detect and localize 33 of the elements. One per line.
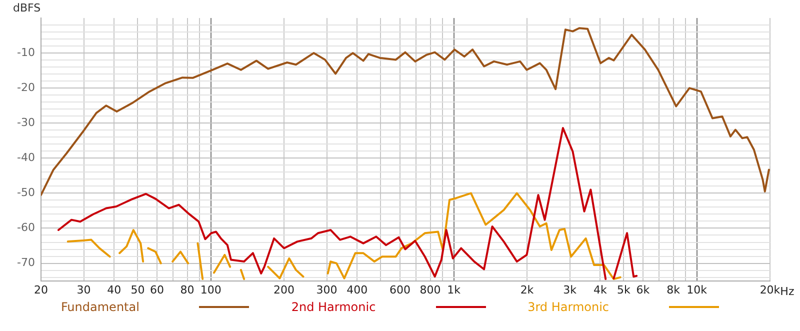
y-tick-label: -20: [17, 80, 35, 94]
x-tick-label: 100: [200, 283, 222, 296]
text: 2nd Harmonic: [291, 300, 376, 314]
x-tick-label: 60: [150, 283, 164, 296]
y-tick-label: -50: [17, 186, 35, 200]
x-tick-label: 80: [180, 283, 194, 296]
x-axis-title: Hz: [780, 285, 794, 298]
y-tick-label: -70: [17, 256, 35, 270]
x-tick-label: 40: [107, 283, 122, 296]
x-tick-label: 3k: [563, 283, 578, 296]
x-tick-label: 10k: [686, 283, 708, 296]
x-tick-label: 400: [346, 283, 368, 296]
y-axis-title: dBFS: [13, 1, 41, 14]
x-tick-label: 200: [274, 283, 294, 296]
x-tick-label: 2k: [520, 283, 534, 296]
x-tick-label: 6k: [636, 283, 650, 296]
series-label: 3rd Harmonic: [528, 300, 610, 314]
y-tick-label: -10: [17, 46, 35, 59]
x-tick-label: 600: [389, 283, 410, 296]
x-tick-label: 20k: [760, 283, 781, 296]
text: Fundamental: [60, 300, 140, 314]
x-tick-label: 20: [34, 283, 48, 296]
y-tick-label: -40: [17, 151, 35, 164]
x-tick-label: 1k: [447, 283, 462, 296]
x-tick-label: 5k: [617, 283, 632, 296]
x-tick-label: 30: [76, 283, 91, 296]
y-tick-label: -60: [17, 221, 35, 234]
x-tick-label: 8k: [666, 283, 681, 296]
x-tick-label: 300: [316, 283, 338, 296]
x-tick-label: 800: [420, 283, 441, 296]
y-tick-label: -30: [17, 116, 35, 129]
x-tick-label: 50: [130, 283, 145, 296]
x-tick-label: 4k: [593, 283, 608, 296]
